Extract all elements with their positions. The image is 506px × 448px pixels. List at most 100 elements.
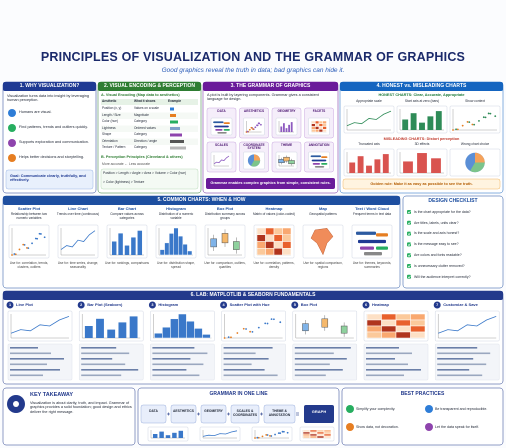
step-name: Customize & Save xyxy=(443,302,478,307)
chart-name: Scatter Plot xyxy=(17,206,41,211)
code-line xyxy=(366,374,404,377)
thumb-bar xyxy=(111,241,117,255)
code-line xyxy=(10,347,38,349)
thumb-dot xyxy=(494,115,497,118)
code-line xyxy=(152,358,191,360)
term-box xyxy=(170,404,197,424)
thumb-bar xyxy=(173,227,179,256)
chart-use: Use for: comparison, outliers, quartiles xyxy=(204,261,246,269)
term: SCALES & COORDINATES xyxy=(232,409,258,417)
thumb-bar xyxy=(159,431,164,438)
thumb-dot xyxy=(27,247,30,250)
thumb-box xyxy=(233,241,240,250)
thumb-word xyxy=(360,246,374,250)
thumb-line xyxy=(10,316,70,334)
intro: Visualization turns data into insight by… xyxy=(7,94,90,103)
example xyxy=(170,120,178,124)
code-line xyxy=(366,363,408,366)
thumb-cell xyxy=(282,227,292,235)
thumb-dot xyxy=(473,123,476,126)
chart-use: Use for: distribution shape, spread xyxy=(157,261,195,269)
code-line xyxy=(152,374,200,377)
step-number: 5 xyxy=(293,303,296,307)
thumb-dot xyxy=(279,432,282,435)
thumb-dot xyxy=(269,435,271,437)
cell: Position (x, y) xyxy=(102,106,122,111)
thumb-dot xyxy=(251,331,254,333)
code-line xyxy=(81,369,139,371)
chart-title: Appropriate scale xyxy=(356,99,382,103)
icon xyxy=(8,109,16,117)
thumb-box xyxy=(302,323,309,332)
term-box xyxy=(263,404,296,424)
check xyxy=(407,232,411,236)
chart-use: Use for: time series, change, seasonalit… xyxy=(57,261,99,269)
thumb-dot xyxy=(256,124,258,127)
list-item: Humans are visual. xyxy=(19,110,52,114)
thumb-line xyxy=(60,230,96,250)
chart-desc: Frequent terms in text data xyxy=(352,212,392,216)
ranking: Position > Length > Angle > Area > Volum… xyxy=(103,171,187,175)
chart-name: Line Chart xyxy=(68,206,88,211)
thumb-dot xyxy=(18,248,21,251)
checklist-item: Are titles, labels, units clear? xyxy=(414,220,459,225)
chart-name: Histogram xyxy=(166,206,186,211)
checkbox xyxy=(407,242,411,247)
thumb-cell xyxy=(366,325,382,333)
code-line xyxy=(81,358,113,360)
thumb-cell xyxy=(381,331,397,339)
thumb-word xyxy=(321,156,328,158)
thumb-word xyxy=(215,129,223,131)
code-line xyxy=(294,358,347,360)
term: THEME & ANNOTATION xyxy=(268,409,291,417)
code-line xyxy=(294,352,334,355)
term: DATA xyxy=(149,409,158,413)
thumb-bar xyxy=(194,328,203,339)
thumb-dot xyxy=(279,321,282,324)
thumb-cell xyxy=(323,433,332,437)
thumb-dot xyxy=(260,123,262,126)
thumb-bar xyxy=(366,165,372,173)
thumb-dot xyxy=(26,247,28,249)
code-line xyxy=(294,347,351,349)
column-header: What it shows xyxy=(134,99,156,104)
thumb-word xyxy=(376,246,388,250)
cell: Texture / Pattern xyxy=(102,145,126,150)
thumb-frame xyxy=(343,105,395,134)
table-header xyxy=(101,99,198,105)
step-badge xyxy=(433,301,441,309)
icon xyxy=(425,423,433,431)
code-line xyxy=(294,363,330,366)
step-name: Box Plot xyxy=(300,302,318,307)
thumb-bar xyxy=(96,318,104,338)
thumb-line xyxy=(438,316,497,334)
term-box xyxy=(230,404,260,424)
thumb-cell xyxy=(381,319,397,327)
thumb-bar xyxy=(164,242,170,256)
thumb-line xyxy=(346,110,392,127)
thumb-dot xyxy=(230,336,232,339)
thumb-cell xyxy=(273,248,283,256)
thumb-bar xyxy=(129,316,138,338)
step-name: Scatter Plot with Hue xyxy=(229,302,270,307)
thumb-dot xyxy=(283,430,285,433)
thumb-bar xyxy=(410,113,417,130)
thumb-dot xyxy=(456,128,459,131)
thumb-dot xyxy=(277,432,280,435)
code-line xyxy=(10,374,43,377)
step-number: 4 xyxy=(222,303,225,307)
thumb-dot xyxy=(254,126,257,129)
cell: Category xyxy=(134,145,147,150)
checklist-item: Will the audience interpret correctly? xyxy=(414,274,471,279)
step-number: 6 xyxy=(364,303,368,307)
thumb-cell xyxy=(395,313,411,321)
thumb-bar xyxy=(131,237,136,255)
footer-bar xyxy=(206,178,335,189)
check xyxy=(407,264,411,268)
thumb-cell xyxy=(315,123,320,127)
thumb-cell xyxy=(282,241,292,249)
thumb-word xyxy=(310,155,322,158)
chart-name: Heatmap xyxy=(265,206,283,211)
code-line xyxy=(366,352,412,355)
code-line xyxy=(437,358,474,360)
